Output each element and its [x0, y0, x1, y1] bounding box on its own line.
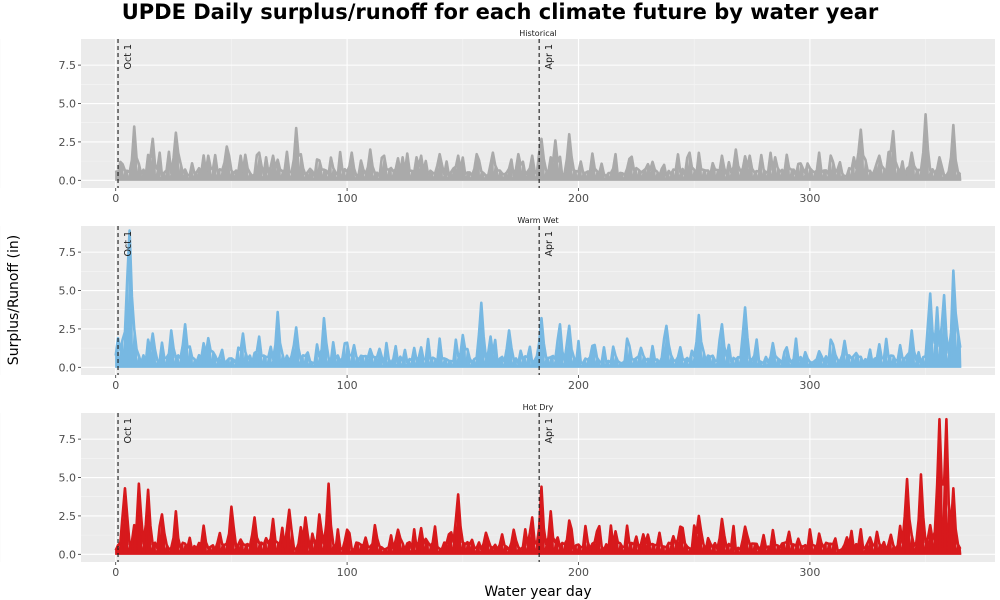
y-tick-label: 2.5 [59, 323, 77, 336]
y-tick-label: 5.0 [59, 98, 77, 111]
series-line [114, 229, 962, 365]
y-axis-title: Surplus/Runoff (in) [6, 235, 22, 365]
y-tick-label: 7.5 [59, 59, 77, 72]
series-line [114, 417, 962, 552]
facet-label: Historical [519, 29, 556, 38]
x-tick-label: 200 [568, 192, 589, 205]
reference-line-label: Oct 1 [123, 231, 134, 257]
y-tick-label: 7.5 [59, 246, 77, 259]
reference-line-label: Oct 1 [123, 44, 134, 70]
x-tick-label: 200 [568, 379, 589, 392]
x-tick-label: 0 [112, 192, 119, 205]
x-tick-label: 300 [799, 566, 820, 579]
y-tick-label: 0.0 [59, 548, 77, 561]
reference-line-label: Apr 1 [544, 231, 555, 257]
y-tick-label: 2.5 [59, 136, 77, 149]
facet-label: Warm Wet [517, 216, 558, 225]
x-tick-label: 100 [337, 379, 358, 392]
facet-label: Hot Dry [523, 403, 554, 412]
panel-hot-dry: Hot Dry 0.0 2.5 5.0 7.5 0 100 200 300 Oct 1 Apr 1 [0, 401, 995, 579]
facet-strip [81, 214, 995, 226]
y-tick-label: 0.0 [59, 361, 77, 374]
x-tick-label: 300 [799, 192, 820, 205]
panel-warm-wet: Warm Wet 0.0 2.5 5.0 7.5 0 100 200 300 Oct 1 Apr 1 [0, 214, 995, 392]
y-tick-label: 0.0 [59, 174, 77, 187]
reference-line-label: Oct 1 [123, 418, 134, 444]
facet-strip [81, 27, 995, 39]
y-tick-label: 7.5 [59, 433, 77, 446]
x-tick-label: 100 [337, 566, 358, 579]
chart-title: UPDE Daily surplus/runoff for each clima… [121, 0, 879, 24]
series-line [114, 112, 962, 178]
x-tick-label: 300 [799, 379, 820, 392]
y-tick-label: 2.5 [59, 510, 77, 523]
panel-historical: Historical 0.0 2.5 5.0 7.5 0 100 200 300 Oct 1 Apr… [0, 27, 995, 205]
reference-line-label: Apr 1 [544, 418, 555, 444]
x-tick-label: 100 [337, 192, 358, 205]
reference-line-label: Apr 1 [544, 44, 555, 70]
x-tick-label: 200 [568, 566, 589, 579]
y-tick-label: 5.0 [59, 285, 77, 298]
facet-strip [81, 401, 995, 413]
x-tick-label: 0 [112, 566, 119, 579]
x-tick-label: 0 [112, 379, 119, 392]
y-tick-label: 5.0 [59, 472, 77, 485]
x-axis-title: Water year day [484, 584, 591, 600]
